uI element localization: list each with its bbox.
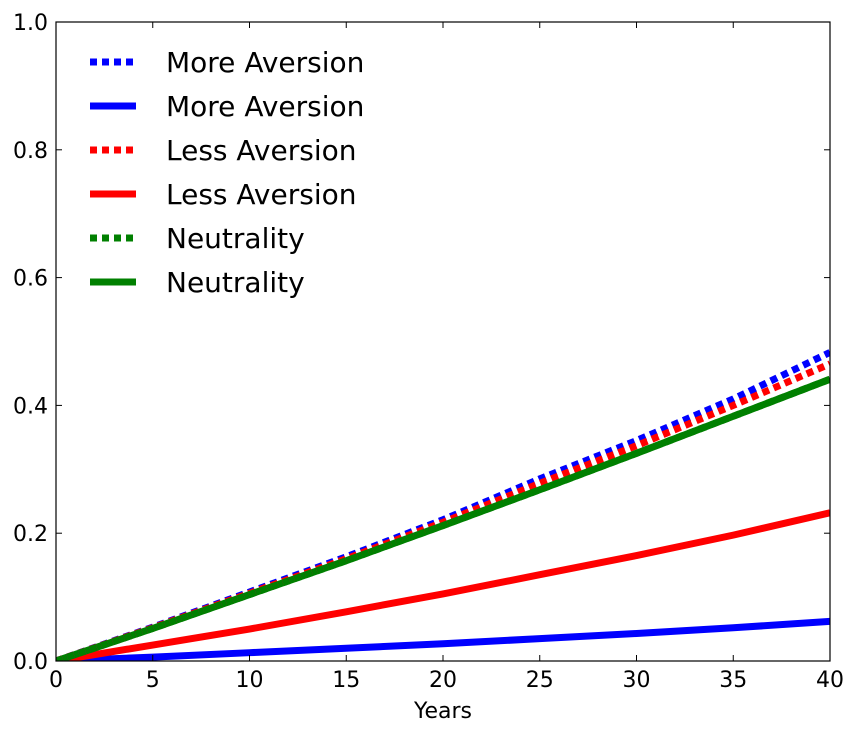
y-tick-label: 0.8 [13,139,48,164]
x-tick-label: 10 [236,668,264,693]
y-tick-label: 0.2 [13,522,48,547]
legend-label: Neutrality [166,222,305,255]
x-tick-label: 20 [429,668,457,693]
x-tick-label: 35 [719,668,747,693]
series-layer [56,349,830,661]
y-tick-label: 0.0 [13,650,48,675]
x-tick-label: 30 [623,668,651,693]
y-tick-label: 0.6 [13,267,48,292]
series-line-more-aversion-dotted [56,349,830,661]
plot-frame [55,21,831,662]
legend-label: Less Aversion [166,178,356,211]
series-line-less-aversion-solid [56,509,830,661]
series-line-neutrality-dotted [56,375,830,661]
x-tick-label: 25 [526,668,554,693]
legend-label: More Aversion [166,46,364,79]
y-tick-label: 0.4 [13,394,48,419]
x-axis-title: Years [413,699,472,724]
legend-label: Less Aversion [166,134,356,167]
legend-label: More Aversion [166,90,364,123]
x-tick-label: 40 [816,668,844,693]
series-line-more-aversion-solid [56,617,830,661]
ticks-layer: 0 5 10 15 20 25 30 35 40 0.0 0.2 0.4 0.6 0.8 1.0 [13,11,844,693]
x-tick-label: 5 [146,668,160,693]
legend: More Aversion More Aversion Less Aversion L… [90,46,364,299]
x-tick-label: 0 [49,668,63,693]
y-tick-label: 1.0 [13,11,48,36]
x-tick-label: 15 [332,668,360,693]
legend-label: Neutrality [166,266,305,299]
